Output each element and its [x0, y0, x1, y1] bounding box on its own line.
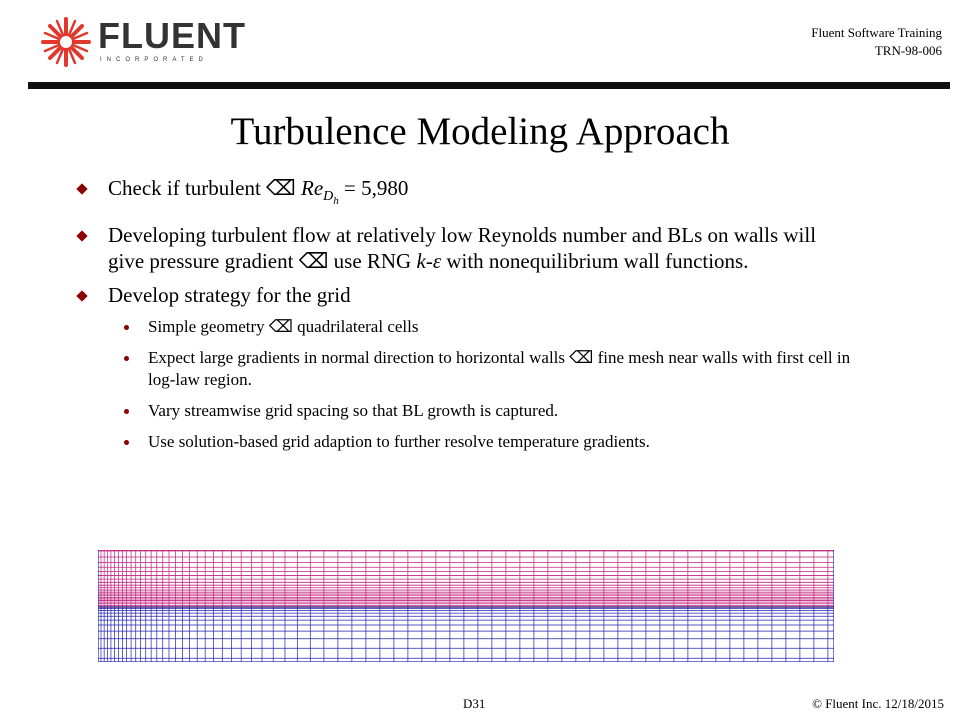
- reynolds-symbol: Re: [301, 176, 324, 200]
- reynolds-value: = 5,980: [344, 176, 409, 200]
- reynolds-sub-d: D: [323, 189, 334, 205]
- epsilon-symbol: ε: [432, 248, 442, 273]
- bullet-list: Check if turbulent ⌫ ReDh = 5,980 Develo…: [72, 175, 852, 462]
- k-symbol: k: [416, 248, 426, 273]
- bullet-text: Developing turbulent flow at relatively …: [108, 222, 817, 273]
- reynolds-sub-h: h: [333, 194, 339, 207]
- header-divider: [28, 82, 950, 89]
- dot-bullet-icon: [124, 439, 129, 445]
- sub-bullet-text: Expect large gradients in normal directi…: [148, 347, 566, 367]
- logo-wordmark: FLUENT: [98, 15, 246, 56]
- dot-bullet-icon: [124, 355, 129, 361]
- sub-bullet-gradients: Expect large gradients in normal directi…: [72, 347, 852, 391]
- sub-bullet-adaption: Use solution-based grid adaption to furt…: [72, 431, 852, 453]
- slide-title: Turbulence Modeling Approach: [230, 110, 730, 153]
- diamond-bullet-icon: [76, 290, 88, 302]
- bullet-text: Check if turbulent: [108, 176, 261, 200]
- copyright: © Fluent Inc. 12/18/2015: [812, 696, 944, 711]
- sub-bullet-geometry: Simple geometry ⌫ quadrilateral cells: [72, 316, 852, 338]
- bullet-text: use RNG: [333, 248, 412, 273]
- sub-bullet-text: Use solution-based grid adaption to furt…: [148, 431, 650, 451]
- slide-number: D31: [463, 696, 486, 711]
- sub-bullet-text: quadrilateral cells: [297, 316, 419, 336]
- fluent-logo: FLUENT INCORPORATED: [40, 14, 245, 70]
- sub-bullet-text: Vary streamwise grid spacing so that BL …: [148, 400, 559, 420]
- arrow-symbol: ⌫: [569, 347, 594, 367]
- diamond-bullet-icon: [76, 183, 88, 195]
- arrow-symbol: ⌫: [266, 176, 296, 200]
- sub-bullet-text: fine mesh near walls with first cell in …: [148, 347, 851, 389]
- diamond-bullet-icon: [76, 230, 88, 242]
- dot-bullet-icon: [124, 324, 129, 330]
- bullet-text: Develop strategy for the grid: [108, 282, 351, 307]
- header-code: TRN-98-006: [874, 43, 942, 58]
- bullet-turbulent-check: Check if turbulent ⌫ ReDh = 5,980: [72, 175, 852, 214]
- sub-bullet-streamwise: Vary streamwise grid spacing so that BL …: [72, 400, 852, 422]
- header-info: Fluent Software Training TRN-98-006: [811, 24, 942, 60]
- fluent-starburst-icon: [41, 17, 91, 67]
- bullet-text: with nonequilibrium wall functions.: [446, 248, 749, 273]
- dash-symbol: -: [425, 248, 433, 273]
- bullet-grid-strategy: Develop strategy for the grid: [72, 282, 852, 308]
- grid-mesh-image: [98, 550, 834, 662]
- arrow-symbol: ⌫: [268, 316, 293, 336]
- header-course: Fluent Software Training: [811, 25, 942, 40]
- arrow-symbol: ⌫: [298, 248, 329, 273]
- bullet-developing-flow: Developing turbulent flow at relatively …: [72, 222, 852, 274]
- sub-bullet-text: Simple geometry: [148, 316, 265, 336]
- dot-bullet-icon: [124, 408, 129, 414]
- logo-subtitle: INCORPORATED: [100, 57, 208, 63]
